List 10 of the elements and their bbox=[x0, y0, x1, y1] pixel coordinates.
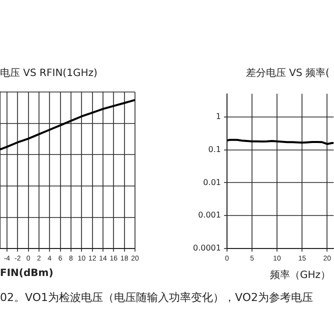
y-tick-label: 0.0001 bbox=[192, 244, 221, 253]
text: 02。VO1为检波电压（电压随输入功率变化），VO2为参考电压 bbox=[0, 290, 313, 305]
y-tick-label: 0.1 bbox=[208, 144, 221, 154]
chart-title: 电压 VS RFIN(1GHz) bbox=[0, 66, 98, 80]
y-tick-label: 0.01 bbox=[203, 178, 221, 187]
y-tick-label: 1 bbox=[216, 112, 221, 121]
chart-title: 差分电压 VS 频率( bbox=[246, 66, 330, 80]
y-tick-label: 0.001 bbox=[198, 210, 221, 220]
x-axis-title: 频率（GHz） bbox=[270, 268, 331, 282]
x-axis-title: FIN(dBm) bbox=[0, 268, 54, 279]
